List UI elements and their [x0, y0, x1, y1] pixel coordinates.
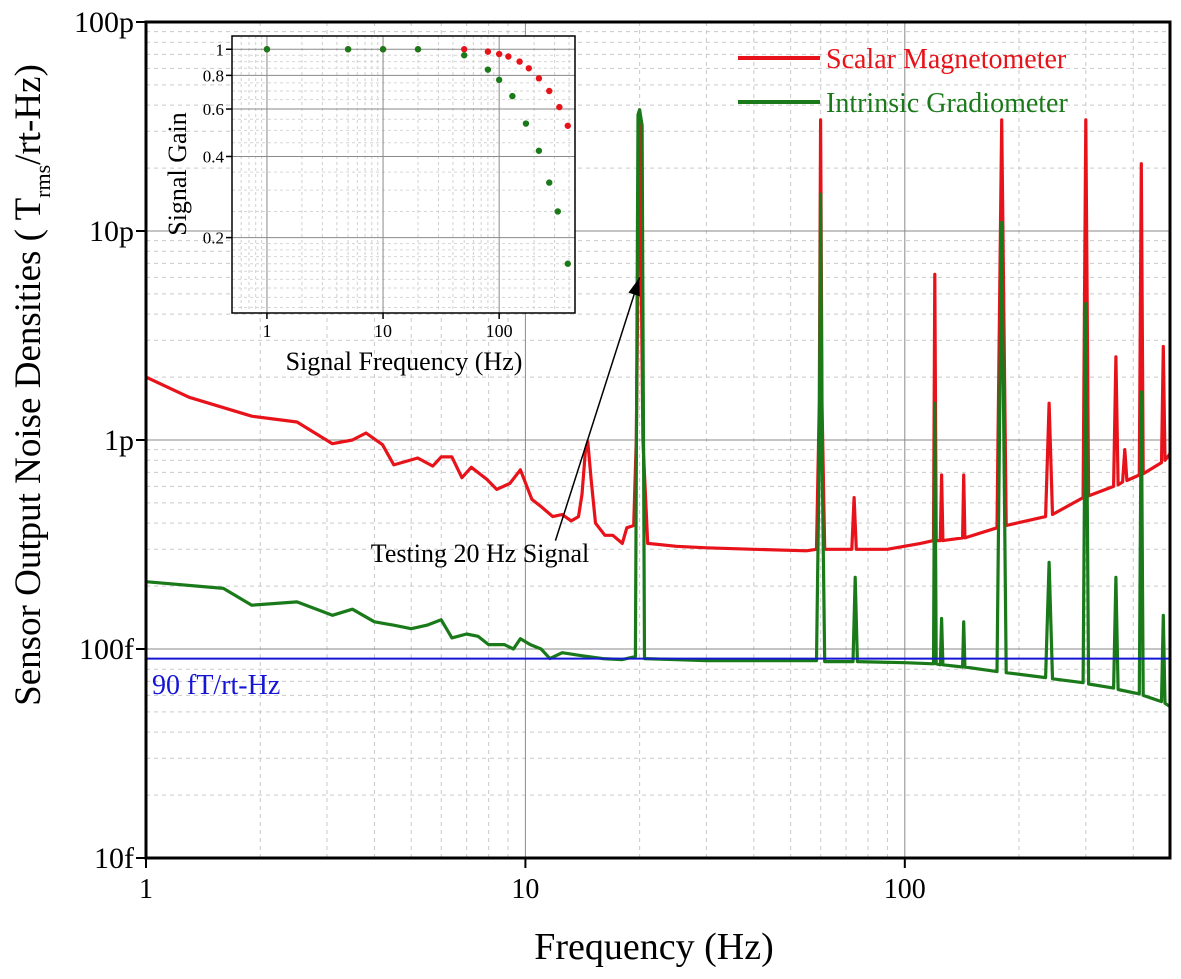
legend-label: Scalar Magnetometer	[826, 44, 1067, 75]
inset-point-gradiometer	[535, 147, 543, 154]
inset-x-tick-label: 10	[374, 321, 392, 341]
inset-point-gradiometer	[461, 52, 468, 59]
annotation-arrow-head	[628, 277, 640, 297]
x-tick-label: 100	[884, 874, 926, 905]
inset-point-gradiometer	[495, 76, 503, 84]
legend: Scalar Magnetometer Intrinsic Gradiometer	[738, 44, 1068, 119]
series-line-intrinsic-gradiometer	[145, 108, 1171, 708]
inset-point-gradiometer	[522, 120, 530, 127]
inset-y-tick-label: 0.4	[203, 147, 225, 166]
inset-point-scalar	[461, 46, 468, 53]
inset-x-axis-label: Signal Frequency (Hz)	[286, 347, 523, 376]
legend-label: Intrinsic Gradiometer	[826, 88, 1068, 119]
inset-point-scalar	[525, 65, 532, 72]
inset-point-gradiometer	[546, 179, 553, 186]
inset-x-tick-label: 1	[262, 321, 271, 341]
y-axis-label-sub: rms	[30, 165, 55, 198]
inset-x-tick-label: 100	[486, 321, 513, 341]
inset-points	[263, 46, 571, 267]
y-axis-label-main: Sensor Output Noise Densities ( T	[8, 198, 49, 706]
inset-point-scalar	[535, 75, 543, 82]
inset-point-scalar	[546, 87, 553, 95]
inset-point-gradiometer	[484, 66, 492, 73]
inset-background	[232, 36, 575, 313]
inset-y-tick-label: 0.8	[203, 66, 224, 85]
inset-tick-labels: 1 10 100 0.2 0.4 0.6 0.8 1	[203, 40, 513, 341]
annotation-arrow-shaft	[554, 277, 641, 541]
inset-grid	[232, 36, 575, 313]
inset-chart: 1 10 100 0.2 0.4 0.6 0.8 1 Signal Frequency (Hz…	[163, 35, 576, 376]
inset-point-scalar	[564, 122, 571, 129]
inset-y-tick-label: 0.2	[203, 229, 224, 248]
y-tick-label: 1p	[104, 424, 134, 457]
x-tick-label: 10	[511, 874, 539, 905]
inset-point-gradiometer	[414, 46, 422, 53]
annotation-text: Testing 20 Hz Signal	[371, 539, 589, 568]
inset-point-scalar	[516, 58, 523, 65]
inset-point-gradiometer	[564, 260, 571, 267]
inset-y-tick-label: 1	[216, 40, 225, 59]
inset-point-scalar	[556, 103, 563, 111]
inset-point-scalar	[505, 53, 512, 60]
y-axis-label: Sensor Output Noise Densities ( Trms/rt-…	[8, 64, 55, 706]
x-axis-label: Frequency (Hz)	[534, 926, 774, 968]
inset-axes	[226, 35, 576, 319]
inset-point-gradiometer	[263, 46, 271, 53]
reference-line-label: 90 fT/rt-Hz	[152, 670, 280, 701]
inset-frame	[231, 35, 576, 314]
inset-point-scalar	[484, 48, 492, 55]
y-tick-label: 10f	[94, 842, 134, 875]
y-tick-label: 10p	[89, 215, 134, 248]
main-series-layer	[145, 108, 1172, 708]
inset-y-tick-label: 0.6	[203, 100, 224, 119]
y-axis-label-end: /rt-Hz)	[8, 64, 49, 165]
main-axes	[136, 20, 1172, 868]
x-tick-label: 1	[139, 874, 153, 905]
inset-point-gradiometer	[554, 208, 562, 215]
main-tick-labels: 1 10 100 10f 100f 1p 10p 100p	[74, 6, 926, 905]
annotation-arrow	[554, 277, 641, 541]
series-line-scalar-magnetometer	[145, 108, 1172, 553]
inset-point-gradiometer	[379, 46, 387, 53]
inset-point-gradiometer	[509, 92, 516, 100]
inset-y-axis-label: Signal Gain	[163, 112, 192, 236]
inset-point-scalar	[495, 50, 503, 58]
y-tick-label: 100p	[74, 6, 134, 39]
y-tick-label: 100f	[79, 633, 134, 666]
inset-point-gradiometer	[344, 46, 352, 53]
